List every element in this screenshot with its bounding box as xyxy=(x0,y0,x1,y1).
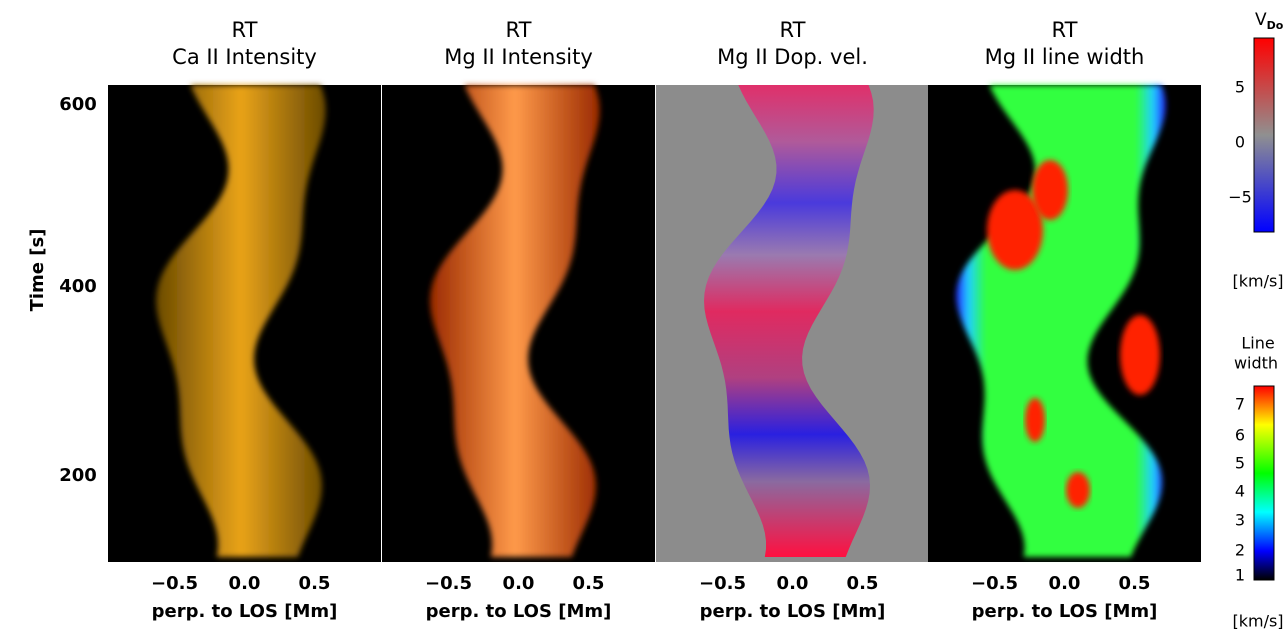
colorbar-ticks: 7 6 5 4 3 2 1 xyxy=(1235,395,1245,585)
x-tick-label: −0.5 xyxy=(699,573,746,594)
colorbar xyxy=(1253,37,1275,233)
colorbar-tick: 3 xyxy=(1235,511,1245,530)
colorbar-tick: 1 xyxy=(1235,566,1245,585)
panel-title: RT xyxy=(506,18,532,42)
image-band xyxy=(156,85,326,557)
colorbar-tick: 6 xyxy=(1235,426,1245,445)
image-band xyxy=(704,85,874,557)
x-axis-label: perp. to LOS [Mm] xyxy=(700,601,886,622)
y-axis-label: Time [s] xyxy=(27,229,48,312)
colorbar-title: V xyxy=(1255,10,1267,30)
image-band xyxy=(430,85,600,557)
panel-title: Mg II Dop. vel. xyxy=(717,45,868,69)
x-tick-label: −0.5 xyxy=(971,573,1018,594)
colorbar-unit: [km/s] xyxy=(1232,612,1283,631)
panel-title: Mg II Intensity xyxy=(444,45,593,69)
colorbar-unit: [km/s] xyxy=(1232,272,1283,291)
panel-title: Ca II Intensity xyxy=(172,45,317,69)
colorbar-tick: 4 xyxy=(1235,482,1245,501)
colorbar-title: VDop xyxy=(1255,10,1284,32)
panel-title: RT xyxy=(1052,18,1078,42)
hot-spot xyxy=(1032,160,1068,220)
colorbar-tick: 0 xyxy=(1235,133,1245,152)
x-tick-label: 0.0 xyxy=(503,573,535,594)
image-band xyxy=(956,85,1166,557)
panel-title: RT xyxy=(232,18,258,42)
x-tick-label: 0.0 xyxy=(1049,573,1081,594)
hot-spot xyxy=(1120,315,1160,395)
x-tick-label: 0.0 xyxy=(229,573,261,594)
colorbar-title: Line xyxy=(1241,334,1274,353)
colorbar xyxy=(1253,385,1275,581)
colorbar-subscript: Dop xyxy=(1267,19,1284,32)
x-tick-label: −0.5 xyxy=(425,573,472,594)
colorbar-tick: 5 xyxy=(1235,454,1245,473)
x-tick-label: −0.5 xyxy=(151,573,198,594)
colorbar-tick: 2 xyxy=(1235,541,1245,560)
x-tick-label: 0.5 xyxy=(299,573,331,594)
x-tick-label: 0.5 xyxy=(1119,573,1151,594)
hot-spot xyxy=(1025,398,1045,442)
y-tick-label: 600 xyxy=(59,94,97,115)
x-tick-label: 0.5 xyxy=(847,573,879,594)
colorbar-title: width xyxy=(1234,354,1278,373)
panel-title: RT xyxy=(780,18,806,42)
panels xyxy=(108,85,1201,562)
x-tick-label: 0.5 xyxy=(573,573,605,594)
colorbar-tick: 5 xyxy=(1235,78,1245,97)
colorbar-tick: 7 xyxy=(1235,395,1245,414)
y-tick-label: 400 xyxy=(59,276,97,297)
x-axis-label: perp. to LOS [Mm] xyxy=(972,601,1158,622)
y-tick-label: 200 xyxy=(59,465,97,486)
x-axis-label: perp. to LOS [Mm] xyxy=(426,601,612,622)
colorbar-tick: −5 xyxy=(1228,188,1252,207)
x-axis-label: perp. to LOS [Mm] xyxy=(152,601,338,622)
panel-title: Mg II line width xyxy=(985,45,1145,69)
hot-spot xyxy=(987,190,1043,270)
hot-spot xyxy=(1066,472,1090,508)
x-tick-label: 0.0 xyxy=(777,573,809,594)
